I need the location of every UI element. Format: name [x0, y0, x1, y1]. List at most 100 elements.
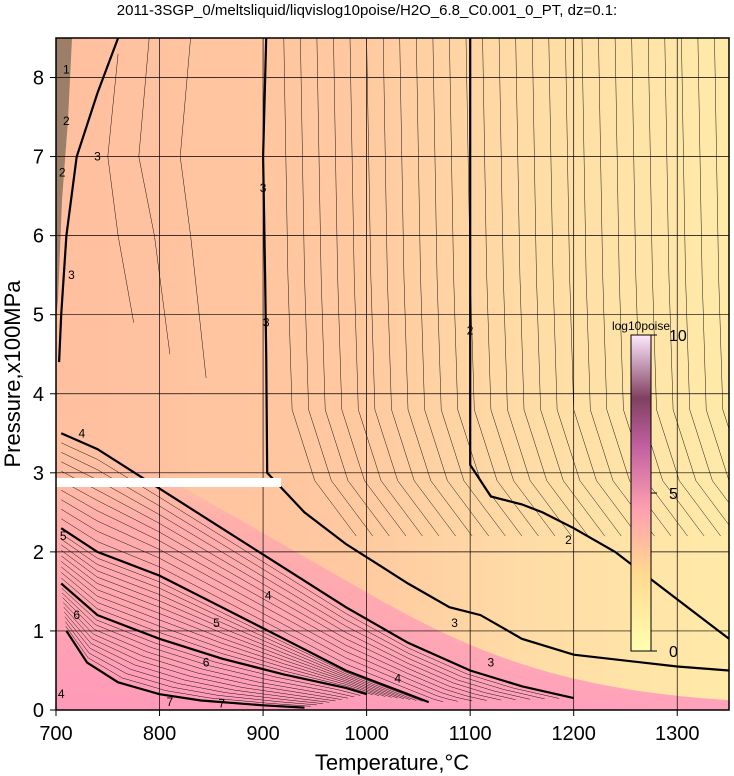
- x-tick-label: 1300: [655, 723, 700, 745]
- minor-contour-line: [61, 518, 444, 702]
- minor-contour-line: [61, 539, 417, 701]
- contour-labels: 2 2 3 3 3 3 3 3 4 4 4 4 5 5 6 6 7 7 2 1 2: [58, 63, 572, 711]
- contour-label: 3: [68, 268, 75, 282]
- contour-label: 3: [94, 150, 101, 164]
- minor-contours: [61, 38, 729, 707]
- minor-contour-line: [61, 461, 531, 700]
- minor-contour-line: [61, 490, 487, 701]
- y-tick-label: 1: [33, 621, 44, 643]
- major-contours: [58, 38, 729, 709]
- colorbar-gradient: [630, 334, 652, 652]
- minor-contour-line: [61, 509, 458, 702]
- minor-contour-line: [61, 480, 502, 701]
- colorbar-tick-label: 5: [669, 486, 678, 503]
- contour-label: 2: [63, 114, 70, 128]
- colorbar-title: log10poise: [612, 319, 670, 333]
- contour-line-6: [60, 582, 367, 696]
- contour-label: 4: [394, 671, 401, 685]
- minor-contour-line: [416, 38, 489, 537]
- minor-contour-line: [63, 602, 342, 700]
- minor-contour-line: [61, 550, 404, 700]
- minor-contour-line: [681, 38, 729, 504]
- colorbar-tick-label: 10: [669, 328, 687, 345]
- minor-contour-line: [664, 38, 729, 526]
- minor-contour-line: [61, 588, 361, 696]
- contour-label: 2: [467, 324, 474, 338]
- y-tick-label: 6: [33, 226, 44, 248]
- y-axis-ticks: 0 1 2 3 4 5 6 7 8: [33, 68, 56, 722]
- minor-contour-line: [62, 592, 355, 698]
- minor-contour-line: [449, 38, 523, 537]
- gap-bar: [56, 478, 281, 487]
- minor-contour-line: [300, 38, 373, 537]
- x-tick-label: 900: [246, 723, 279, 745]
- x-axis-ticks: 700 800 900 1000 1100 1200 1300: [39, 710, 699, 745]
- contour-label: 7: [167, 695, 174, 709]
- minor-contour-line: [65, 626, 311, 707]
- x-tick-label: 1000: [344, 723, 389, 745]
- colorbar-tick-label: 0: [669, 644, 678, 661]
- minor-contour-line: [548, 38, 622, 537]
- x-axis-title: Temperature,°C: [315, 750, 469, 775]
- contour-line-4: [60, 432, 574, 700]
- minor-contour-line: [61, 572, 380, 697]
- minor-contour-line: [333, 38, 407, 537]
- minor-contour-line: [64, 611, 330, 703]
- contour-line-7: [65, 630, 305, 709]
- minor-contour-line: [61, 566, 386, 697]
- contour-label: 5: [60, 529, 67, 543]
- minor-contour-line: [366, 38, 440, 537]
- y-axis-title: Pressure,x100MPa: [0, 280, 25, 468]
- contour-label: 3: [451, 616, 458, 630]
- minor-contour-line: [647, 38, 721, 537]
- y-tick-label: 3: [33, 463, 44, 485]
- minor-contour-line: [399, 38, 473, 537]
- minor-contour-line: [382, 38, 456, 537]
- minor-contour-line: [614, 38, 688, 537]
- minor-contour-line: [498, 38, 572, 537]
- minor-contour-line: [61, 544, 411, 700]
- minor-contour-line: [283, 38, 357, 537]
- contour-label: 4: [79, 426, 86, 440]
- contour-label: 4: [265, 588, 272, 602]
- minor-contour-line: [482, 38, 556, 537]
- minor-contour-line: [714, 38, 729, 430]
- minor-contour-line: [61, 471, 516, 700]
- y-tick-label: 5: [33, 305, 44, 327]
- minor-contour-line: [62, 597, 349, 699]
- minor-contour-line: [532, 38, 605, 537]
- minor-contour-line: [107, 53, 134, 323]
- contour-label: 3: [260, 181, 267, 195]
- contour-line-3: [261, 38, 729, 672]
- minor-contour-line: [581, 38, 655, 537]
- y-tick-label: 4: [33, 384, 44, 406]
- minor-contour-line: [61, 555, 398, 699]
- contour-label: 4: [58, 687, 65, 701]
- high-viscosity-region: [56, 420, 729, 710]
- contour-line-5: [60, 527, 430, 704]
- minor-contour-line: [61, 561, 392, 698]
- y-tick-label: 7: [33, 147, 44, 169]
- contour-label: 2: [59, 165, 66, 179]
- colorbar: log10poise 0 5 10: [612, 319, 687, 661]
- minor-contour-line: [138, 38, 171, 355]
- minor-contour-line: [432, 38, 506, 537]
- minor-contour-line: [63, 607, 336, 702]
- minor-contour-line: [697, 38, 729, 482]
- y-tick-label: 2: [33, 542, 44, 564]
- contour-label: 6: [73, 608, 80, 622]
- contour-label: 7: [218, 697, 225, 711]
- minor-contour-line: [61, 499, 473, 702]
- contour-line-3: [58, 38, 120, 363]
- x-tick-label: 700: [39, 723, 72, 745]
- plot-area: [56, 38, 729, 710]
- minor-contour-line: [179, 38, 207, 379]
- minor-contour-line: [64, 616, 324, 704]
- x-tick-label: 1200: [551, 723, 596, 745]
- minor-contour-line: [515, 38, 589, 537]
- x-tick-label: 800: [143, 723, 176, 745]
- minor-contour-line: [65, 621, 317, 706]
- minor-contour-line: [349, 38, 423, 537]
- y-tick-label: 8: [33, 68, 44, 90]
